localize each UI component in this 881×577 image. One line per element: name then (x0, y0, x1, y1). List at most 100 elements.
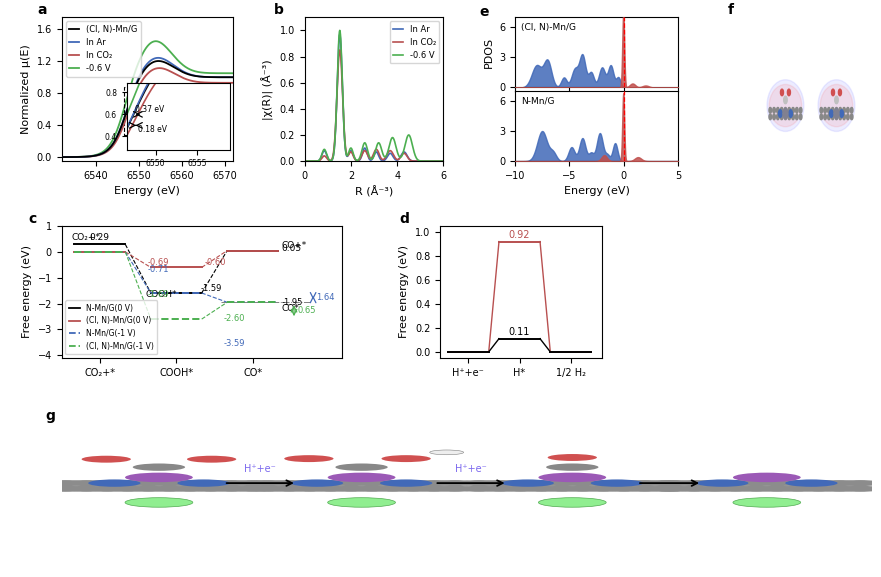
Circle shape (351, 486, 394, 492)
Ellipse shape (769, 84, 802, 127)
Text: e: e (479, 5, 488, 19)
Circle shape (797, 480, 840, 486)
Circle shape (231, 480, 274, 486)
Circle shape (714, 480, 758, 486)
Y-axis label: Free energy (eV): Free energy (eV) (399, 245, 410, 339)
Circle shape (478, 486, 522, 492)
Circle shape (735, 486, 778, 492)
Circle shape (756, 480, 799, 486)
Circle shape (834, 108, 839, 119)
Y-axis label: PDOS: PDOS (484, 37, 493, 68)
Circle shape (644, 480, 687, 486)
Circle shape (850, 107, 853, 113)
Circle shape (847, 114, 849, 119)
X-axis label: Energy (eV): Energy (eV) (115, 186, 181, 196)
Text: -1.95: -1.95 (281, 298, 303, 307)
Circle shape (210, 486, 253, 492)
Circle shape (148, 486, 191, 492)
Circle shape (839, 89, 841, 96)
Circle shape (380, 479, 433, 487)
Circle shape (820, 107, 823, 113)
Circle shape (288, 480, 331, 486)
Circle shape (769, 114, 772, 119)
Circle shape (268, 480, 311, 486)
Circle shape (107, 486, 150, 492)
Circle shape (818, 486, 861, 492)
Circle shape (127, 480, 170, 486)
Text: 0.92: 0.92 (508, 230, 530, 240)
Circle shape (210, 480, 253, 486)
Circle shape (177, 479, 230, 487)
Circle shape (788, 107, 790, 113)
Circle shape (652, 480, 695, 486)
Text: H⁺+e⁻: H⁺+e⁻ (455, 464, 487, 474)
Circle shape (788, 110, 792, 117)
Circle shape (769, 107, 772, 113)
Circle shape (788, 89, 790, 96)
Circle shape (127, 486, 170, 492)
Circle shape (457, 480, 500, 486)
Circle shape (189, 486, 233, 492)
Circle shape (827, 107, 830, 113)
Circle shape (561, 486, 604, 492)
Circle shape (832, 89, 834, 96)
Circle shape (733, 498, 801, 507)
Circle shape (309, 486, 352, 492)
Circle shape (392, 486, 435, 492)
Circle shape (818, 480, 861, 486)
Text: d: d (400, 212, 410, 226)
Circle shape (796, 107, 798, 113)
Circle shape (733, 473, 801, 482)
Circle shape (381, 455, 431, 462)
Circle shape (799, 107, 802, 113)
X-axis label: R (Å⁻³): R (Å⁻³) (355, 186, 393, 198)
Bar (124, 87, 177, 135)
Circle shape (835, 107, 838, 113)
Circle shape (785, 479, 838, 487)
Circle shape (820, 114, 823, 119)
Y-axis label: |χ(R)| (Å⁻³): |χ(R)| (Å⁻³) (262, 59, 274, 119)
Circle shape (839, 107, 841, 113)
Circle shape (125, 498, 193, 507)
Circle shape (673, 480, 716, 486)
Text: H⁺+e⁻: H⁺+e⁻ (244, 464, 276, 474)
Text: N-Mn/G: N-Mn/G (522, 96, 555, 106)
Circle shape (603, 480, 646, 486)
Text: -1.69: -1.69 (148, 290, 169, 299)
Circle shape (784, 107, 787, 113)
Circle shape (784, 96, 788, 104)
Circle shape (148, 480, 191, 486)
Circle shape (392, 480, 435, 486)
Circle shape (839, 114, 841, 119)
Text: c: c (28, 212, 36, 226)
Circle shape (581, 486, 625, 492)
Circle shape (540, 480, 583, 486)
Circle shape (85, 480, 129, 486)
Text: -0.60: -0.60 (205, 258, 226, 267)
Circle shape (457, 486, 500, 492)
Circle shape (168, 486, 211, 492)
Ellipse shape (767, 80, 803, 132)
Circle shape (696, 479, 749, 487)
Circle shape (839, 480, 881, 486)
Circle shape (850, 114, 853, 119)
Circle shape (776, 107, 779, 113)
Circle shape (714, 486, 758, 492)
Circle shape (288, 486, 331, 492)
Circle shape (776, 114, 779, 119)
Circle shape (189, 480, 233, 486)
Circle shape (781, 114, 783, 119)
Circle shape (371, 480, 414, 486)
Circle shape (623, 480, 666, 486)
Text: CO₂+*: CO₂+* (71, 233, 100, 242)
Circle shape (328, 498, 396, 507)
Circle shape (412, 480, 455, 486)
Circle shape (843, 107, 846, 113)
Text: 0.65: 0.65 (297, 306, 315, 315)
Circle shape (520, 486, 563, 492)
Circle shape (834, 96, 838, 104)
Circle shape (832, 107, 834, 113)
Text: -1.59: -1.59 (201, 284, 222, 293)
Text: CO+*: CO+* (281, 241, 307, 250)
Circle shape (835, 114, 838, 119)
